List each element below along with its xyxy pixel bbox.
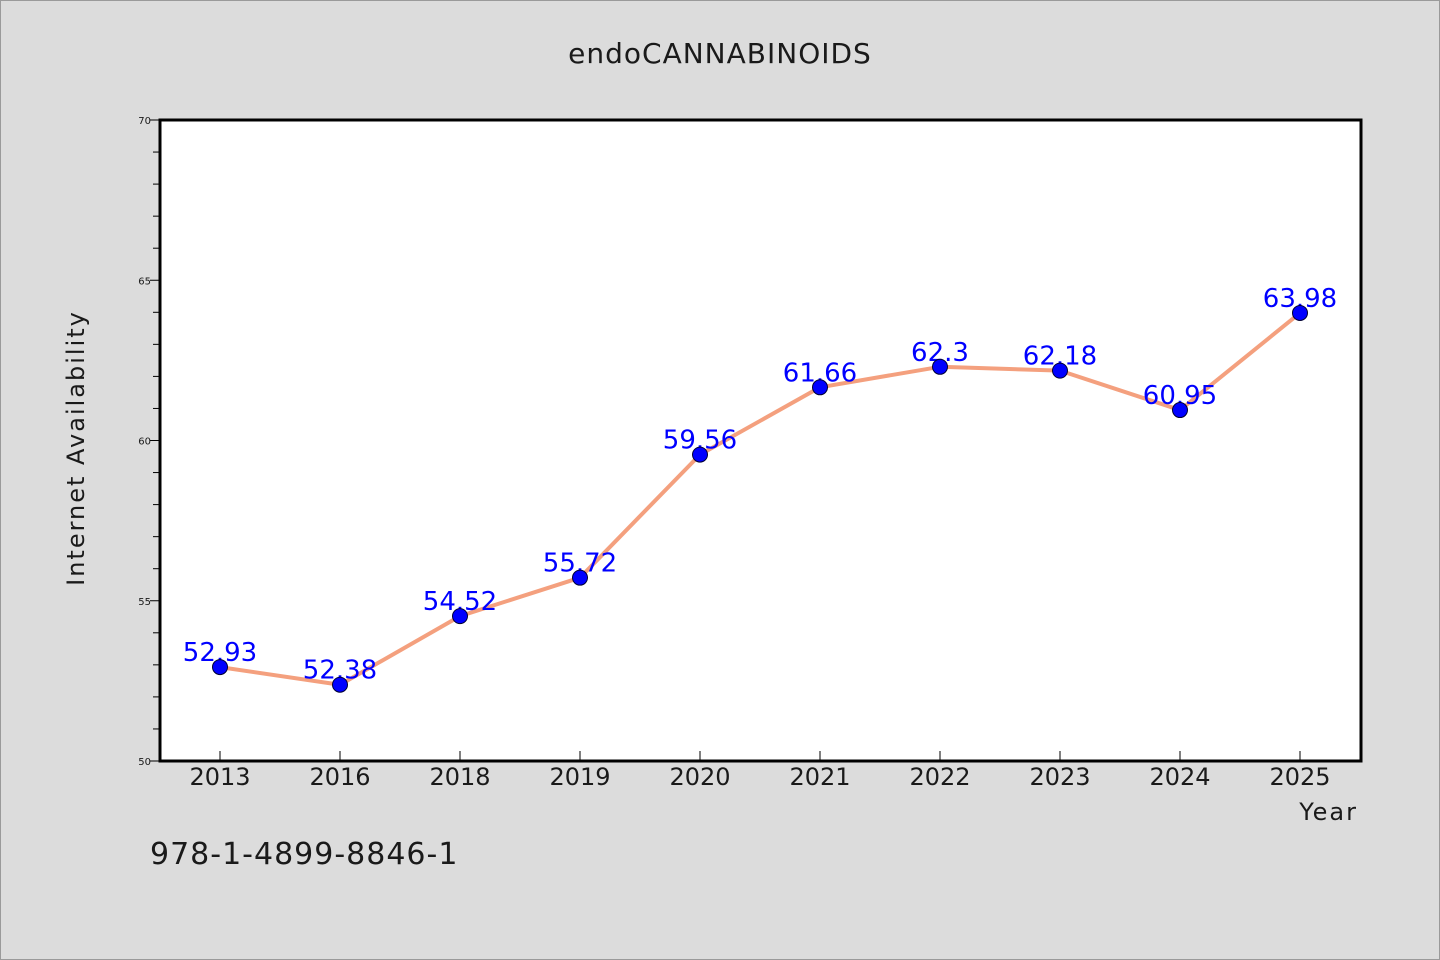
data-point	[332, 676, 348, 693]
y-axis-ticks: 50 55 60 65 70	[138, 116, 160, 768]
data-point	[932, 358, 948, 375]
x-tick-label: 2016	[309, 763, 370, 791]
x-tick-label: 2019	[549, 763, 610, 791]
isbn-text: 978-1-4899-8846-1	[150, 837, 458, 872]
x-tick-label: 2013	[189, 763, 250, 791]
x-axis-label: Year	[1298, 798, 1358, 826]
x-tick-label: 2022	[909, 763, 970, 791]
y-tick-label: 55	[138, 597, 151, 608]
x-tick-label: 2020	[669, 763, 730, 791]
data-point	[212, 659, 228, 676]
data-point	[572, 569, 588, 586]
data-point	[452, 608, 468, 625]
y-tick-label: 65	[138, 276, 151, 287]
y-tick-label: 60	[138, 437, 151, 448]
y-axis-label: Internet Availability	[62, 310, 90, 586]
x-tick-label: 2021	[789, 763, 850, 791]
plot-area	[158, 118, 1363, 763]
chart-title: endoCANNABINOIDS	[568, 37, 872, 70]
x-axis-ticks: 2013 2016 2018 2019 2020 2021 2022 2023 2024 2025	[189, 751, 1331, 791]
data-point	[1172, 402, 1188, 419]
x-tick-label: 2023	[1029, 763, 1090, 791]
data-point	[692, 446, 708, 463]
x-tick-label: 2025	[1269, 763, 1330, 791]
y-tick-label: 70	[138, 116, 151, 127]
data-point	[1292, 304, 1308, 321]
y-tick-label: 50	[138, 757, 151, 768]
x-tick-label: 2024	[1149, 763, 1210, 791]
x-tick-label: 2018	[429, 763, 490, 791]
data-point	[1052, 362, 1068, 379]
data-point	[812, 379, 828, 396]
series-line	[218, 310, 1302, 687]
